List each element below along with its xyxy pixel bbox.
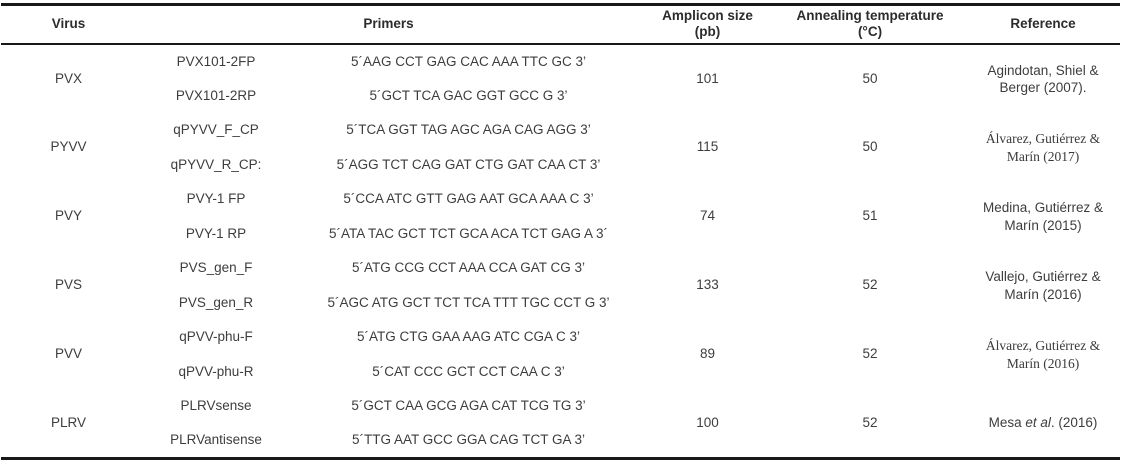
annealing-temperature-cell: 52 [862, 277, 878, 293]
sequence-cell: 5´GCT CAA GCG AGA CAT TCG TG 3’ [351, 398, 586, 414]
table-row: PVY-1 RP 5´ATA TAC GCT TCT GCA ACA TCT G… [1, 217, 1120, 252]
header-primers: Primers [136, 4, 642, 46]
primer-name-cell: PVS_gen_R [178, 294, 254, 310]
reference-cell: Álvarez, Gutiérrez & Marín (2016) [966, 320, 1120, 389]
reference-text: Mesa [988, 415, 1026, 431]
table-row: PLRV PLRVsense 5´GCT CAA GCG AGA CAT TCG… [1, 389, 1120, 430]
reference-cell: Agindotan, Shiel & Berger (2007). [966, 44, 1120, 113]
annealing-temperature-cell: 51 [862, 208, 878, 224]
amplicon-size-cell: 133 [696, 277, 719, 293]
sequence-cell: 5´AAG CCT GAG CAC AAA TTC GC 3’ [350, 53, 587, 69]
sequence-cell: 5´TCA GGT TAG AGC AGA CAG AGG 3’ [346, 122, 591, 138]
header-row: Virus Primers Amplicon size (pb) Anneali… [1, 4, 1121, 46]
sequence-cell: 5´AGG TCT CAG GAT CTG GAT CAA CT 3’ [336, 156, 601, 172]
annealing-temperature-cell: 52 [862, 414, 878, 430]
primer-name-cell: PVS_gen_F [179, 260, 253, 276]
header-amplicon-line1: Amplicon size [662, 8, 753, 23]
primer-name-cell: qPVV-phu-F [179, 329, 253, 345]
amplicon-size-cell: 115 [696, 139, 719, 155]
amplicon-size-cell: 89 [700, 346, 716, 362]
reference-cell: Medina, Gutiérrez & Marín (2015) [966, 182, 1120, 251]
sequence-cell: 5´ATG CTG GAA AAG ATC CGA C 3’ [356, 329, 581, 345]
header-annealing-line2: (°C) [857, 24, 883, 40]
header-virus: Virus [1, 4, 136, 46]
virus-cell: PVS [54, 277, 82, 293]
primer-name-cell: PLRVantisense [170, 431, 262, 447]
sequence-cell: 5´CCA ATC GTT GAG AAT GCA AAA C 3’ [343, 191, 594, 207]
table-row: PVX101-2RP 5´GCT TCA GAC GGT GCC G 3’ [1, 79, 1120, 114]
sequence-cell: 5´ATG CCG CCT AAA CCA GAT CG 3’ [351, 260, 586, 276]
primer-name-cell: qPYVV_R_CP: [170, 156, 262, 172]
sequence-cell: 5´TTG AAT GCC GGA CAG TCT GA 3’ [351, 431, 586, 447]
sequence-cell: 5´CAT CCC GCT CCT CAA C 3’ [372, 363, 565, 379]
virus-cell: PVX [54, 70, 82, 86]
reference-text: Agindotan, Shiel & Berger (2007). [987, 62, 1099, 96]
virus-cell: PVY [54, 208, 82, 224]
primer-name-cell: PVY-1 FP [186, 191, 246, 207]
primer-name-cell: PVY-1 RP [185, 225, 247, 241]
amplicon-size-cell: 100 [696, 414, 719, 430]
reference-italic: et al [1025, 415, 1051, 431]
header-annealing-temperature: Annealing temperature (°C) [774, 4, 967, 46]
annealing-temperature-cell: 50 [862, 139, 878, 155]
table-row: PVV qPVV-phu-F 5´ATG CTG GAA AAG ATC CGA… [1, 320, 1120, 371]
table-row: PVS_gen_R 5´AGC ATG GCT TCT TCA TTT TGC … [1, 286, 1120, 321]
table-row: PVX PVX101-2FP 5´AAG CCT GAG CAC AAA TTC… [1, 44, 1120, 96]
header-annealing-line1: Annealing temperature [796, 8, 944, 23]
reference-cell: Álvarez, Gutiérrez & Marín (2017) [966, 113, 1120, 182]
virus-cell: PYVV [50, 139, 87, 155]
annealing-temperature-cell: 52 [862, 346, 878, 362]
reference-suffix: . (2016) [1050, 415, 1098, 431]
primer-name-cell: PVX101-2FP [176, 53, 256, 69]
header-reference: Reference [966, 4, 1121, 46]
sequence-cell: 5´AGC ATG GCT TCT TCA TTT TGC CCT G 3’ [327, 294, 610, 310]
table-row: PLRVantisense 5´TTG AAT GCC GGA CAG TCT … [1, 424, 1120, 459]
reference-text: Álvarez, Gutiérrez & Marín (2016) [985, 338, 1101, 371]
header-amplicon-size: Amplicon size (pb) [641, 4, 775, 46]
amplicon-size-cell: 101 [696, 70, 719, 86]
sequence-cell: 5´ATA TAC GCT TCT GCA ACA TCT GAG A 3´ [328, 225, 609, 241]
sequence-cell: 5´GCT TCA GAC GGT GCC G 3’ [369, 87, 568, 103]
amplicon-size-cell: 74 [700, 208, 716, 224]
table-row: qPYVV_R_CP: 5´AGG TCT CAG GAT CTG GAT CA… [1, 148, 1120, 183]
reference-text: Vallejo, Gutiérrez & Marín (2016) [985, 269, 1101, 302]
table-row: qPVV-phu-R 5´CAT CCC GCT CCT CAA C 3’ [1, 355, 1120, 390]
virus-cell: PLRV [50, 414, 87, 430]
reference-text: Medina, Gutiérrez & Marín (2015) [982, 200, 1104, 233]
primer-name-cell: qPVV-phu-R [178, 363, 254, 379]
header-amplicon-line2: (pb) [694, 24, 721, 40]
table-row: PVY PVY-1 FP 5´CCA ATC GTT GAG AAT GCA A… [1, 182, 1120, 233]
table-row: PYVV qPYVV_F_CP 5´TCA GGT TAG AGC AGA CA… [1, 113, 1120, 164]
table-row: PVS PVS_gen_F 5´ATG CCG CCT AAA CCA GAT … [1, 251, 1120, 302]
primer-table: Virus Primers Amplicon size (pb) Anneali… [1, 3, 1121, 460]
primer-name-cell: PLRVsense [180, 398, 252, 414]
reference-text: Álvarez, Gutiérrez & Marín (2017) [985, 131, 1101, 164]
primer-name-cell: PVX101-2RP [175, 87, 257, 103]
virus-cell: PVV [54, 346, 82, 362]
reference-cell: Vallejo, Gutiérrez & Marín (2016) [966, 251, 1120, 320]
primer-name-cell: qPYVV_F_CP [173, 122, 259, 138]
annealing-temperature-cell: 50 [862, 70, 878, 86]
reference-cell: Mesa et al. (2016) [966, 389, 1120, 458]
